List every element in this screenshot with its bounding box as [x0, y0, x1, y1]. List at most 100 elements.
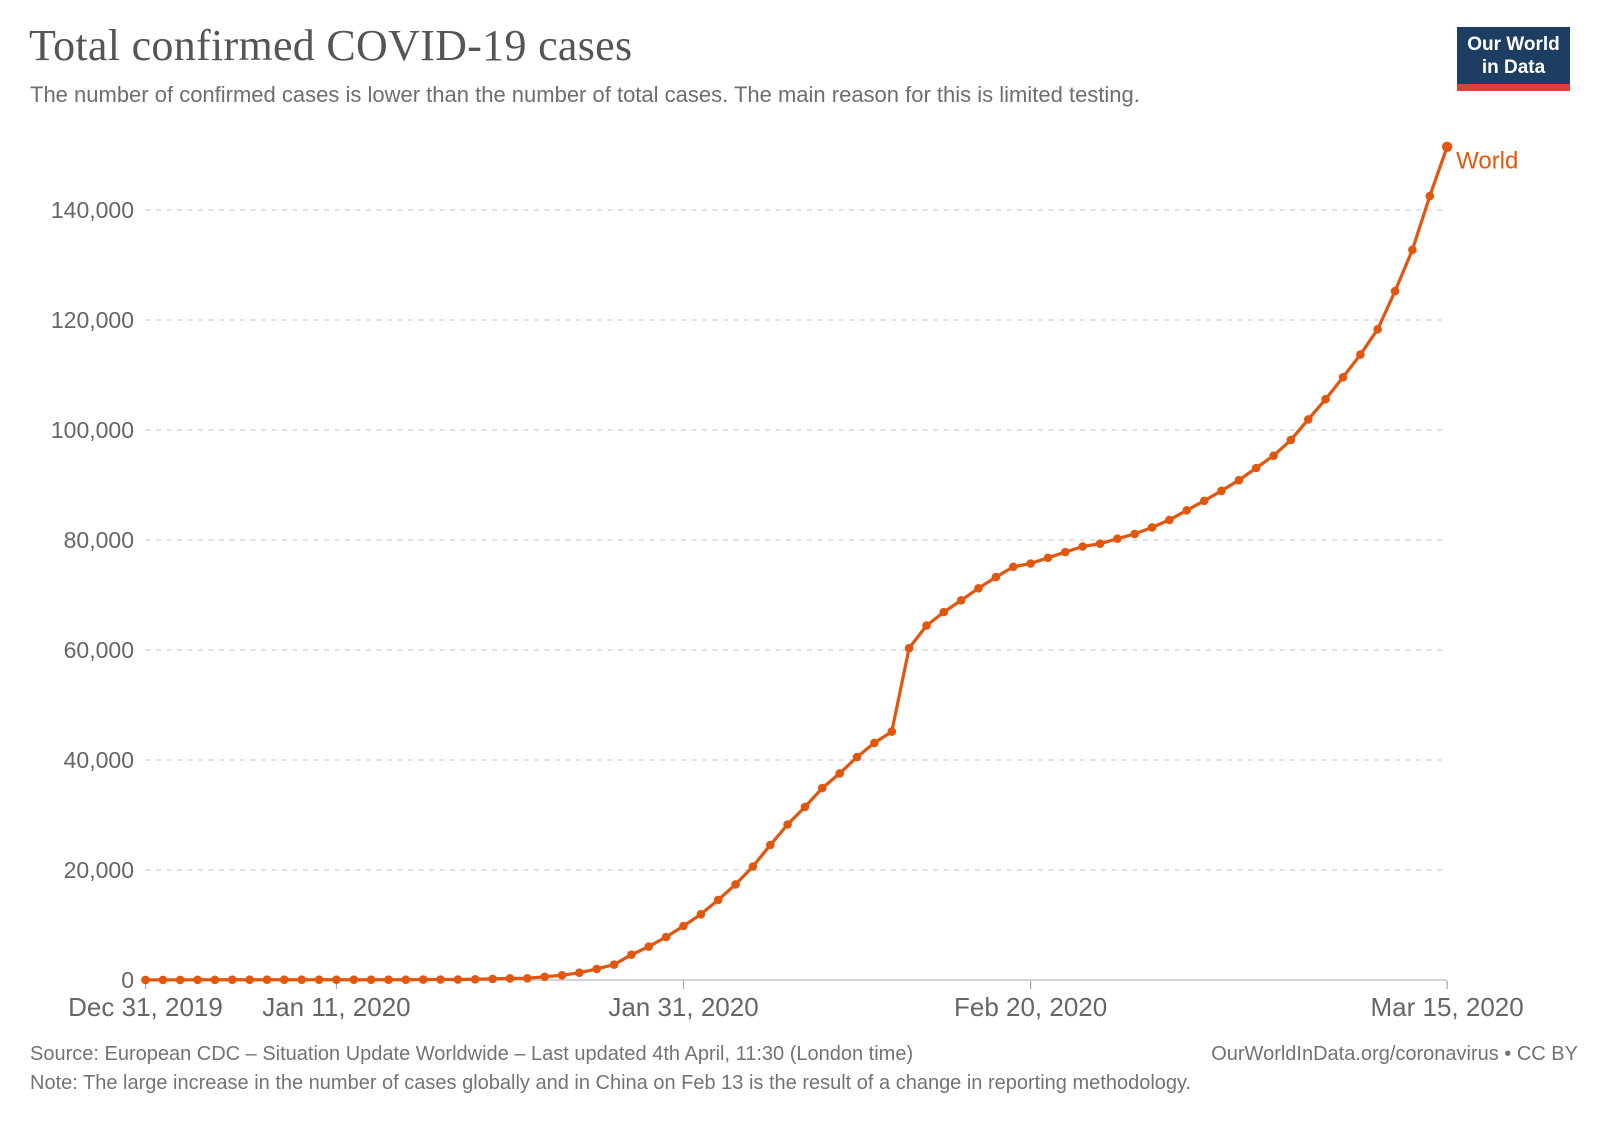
data-point-marker	[1026, 559, 1035, 568]
data-point-marker	[1078, 542, 1087, 551]
y-axis-tick-label: 80,000	[64, 527, 134, 553]
data-point-marker	[1321, 394, 1330, 404]
data-point-marker	[1356, 350, 1365, 359]
data-point-marker	[262, 975, 272, 984]
data-point-marker	[1390, 286, 1400, 296]
data-point-marker	[366, 975, 376, 984]
data-point-marker	[1182, 506, 1192, 515]
data-point-marker	[1251, 463, 1261, 473]
owid-logo-line1: Our World	[1467, 33, 1560, 55]
data-point-marker	[679, 921, 688, 931]
owid-logo[interactable]: Our World in Data	[1457, 27, 1570, 91]
data-point-marker	[557, 971, 567, 980]
world-line	[143, 145, 1449, 982]
data-point-marker	[1113, 534, 1122, 543]
data-point-marker	[523, 974, 532, 983]
data-point-marker	[870, 738, 879, 748]
data-point-marker	[713, 895, 723, 905]
owid-logo-line2: in Data	[1481, 56, 1546, 78]
data-point-marker	[1373, 325, 1382, 334]
page-title: Total confirmed COVID-19 cases	[29, 21, 633, 70]
data-point-marker	[991, 572, 1001, 582]
data-point-marker	[922, 621, 931, 630]
data-point-marker	[766, 840, 775, 850]
data-point-marker	[453, 975, 463, 984]
x-axis-tick-label: Jan 31, 2020	[608, 992, 758, 1022]
x-axis-tick-label: Mar 15, 2020	[1371, 992, 1524, 1022]
data-point-marker	[1095, 539, 1105, 548]
data-point-marker	[1130, 529, 1139, 539]
data-point-marker	[141, 975, 150, 985]
chart-subtitle: The number of confirmed cases is lower t…	[30, 82, 1140, 107]
data-point-marker	[314, 975, 324, 984]
data-point-marker	[193, 975, 202, 985]
data-point-marker	[540, 972, 549, 982]
data-point-marker	[887, 727, 897, 736]
data-point-marker	[349, 975, 359, 984]
data-point-marker	[505, 974, 515, 983]
data-point-marker	[470, 975, 480, 984]
data-point-marker	[644, 942, 654, 951]
data-point-marker	[1061, 547, 1070, 557]
data-point-marker	[1043, 553, 1053, 563]
data-point-marker	[835, 769, 844, 778]
data-point-marker	[575, 968, 584, 977]
data-point-marker	[1009, 562, 1018, 572]
data-point-marker	[175, 975, 185, 985]
data-point-marker	[332, 975, 341, 984]
data-point-marker	[488, 974, 497, 984]
data-point-marker	[592, 964, 601, 974]
data-point-marker	[731, 880, 740, 889]
data-point-marker	[974, 584, 983, 593]
y-axis-tick-label: 100,000	[51, 417, 134, 443]
data-point-marker	[418, 975, 428, 984]
data-point-marker	[401, 975, 411, 984]
data-point-marker	[1304, 415, 1313, 424]
data-point-marker	[1338, 373, 1348, 382]
methodology-note: Note: The large increase in the number o…	[30, 1072, 1192, 1094]
data-point-marker	[436, 975, 445, 984]
data-point-marker	[800, 802, 810, 812]
data-point-marker	[748, 862, 758, 871]
data-point-marker	[1199, 496, 1209, 506]
y-axis-tick-label: 140,000	[51, 197, 134, 223]
source-note: Source: European CDC – Situation Update …	[30, 1043, 914, 1065]
data-point-marker	[1441, 141, 1453, 152]
y-axis-tick-label: 120,000	[51, 307, 134, 333]
data-point-marker	[956, 596, 966, 605]
x-axis-tick-label: Dec 31, 2019	[68, 992, 223, 1022]
world-series-label: World	[1456, 147, 1518, 174]
data-point-marker	[228, 975, 237, 984]
data-point-marker	[696, 910, 706, 919]
data-point-marker	[158, 975, 168, 985]
y-axis-tick-label: 0	[121, 967, 134, 993]
footer-line1: Source: European CDC – Situation Update …	[30, 1041, 1578, 1067]
data-point-marker	[245, 975, 254, 984]
data-point-marker	[280, 975, 289, 984]
x-axis-tick-label: Jan 11, 2020	[262, 992, 410, 1022]
y-axis-tick-label: 20,000	[64, 857, 134, 883]
data-point-marker	[1269, 451, 1278, 461]
y-axis-tick-label: 40,000	[64, 747, 134, 773]
data-point-marker	[609, 960, 619, 969]
data-point-marker	[1286, 435, 1296, 445]
data-point-marker	[384, 975, 393, 984]
data-point-marker	[1217, 486, 1226, 496]
data-point-marker	[904, 643, 914, 653]
data-point-marker	[661, 932, 671, 942]
data-point-marker	[1234, 475, 1244, 485]
data-point-marker	[783, 820, 792, 829]
data-point-marker	[852, 752, 862, 762]
data-point-marker	[1147, 523, 1157, 532]
data-point-marker	[1408, 245, 1417, 255]
data-point-marker	[1165, 515, 1174, 525]
y-axis-tick-label: 60,000	[64, 637, 134, 663]
data-point-marker	[1425, 191, 1435, 201]
data-point-marker	[297, 975, 307, 984]
data-point-marker	[939, 607, 949, 617]
data-point-marker	[627, 950, 636, 959]
data-point-marker	[818, 783, 827, 793]
attribution-link[interactable]: OurWorldInData.org/coronavirus • CC BY	[1211, 1043, 1578, 1065]
